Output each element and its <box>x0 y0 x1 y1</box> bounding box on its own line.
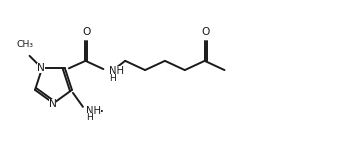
Text: O: O <box>82 27 91 37</box>
Text: O: O <box>201 27 210 37</box>
Text: NH: NH <box>86 106 101 116</box>
Text: NH: NH <box>109 66 124 76</box>
Text: CH₃: CH₃ <box>16 40 33 49</box>
Text: H: H <box>86 113 93 122</box>
Text: H: H <box>109 74 116 83</box>
Text: N: N <box>37 63 45 73</box>
Text: N: N <box>49 99 56 109</box>
